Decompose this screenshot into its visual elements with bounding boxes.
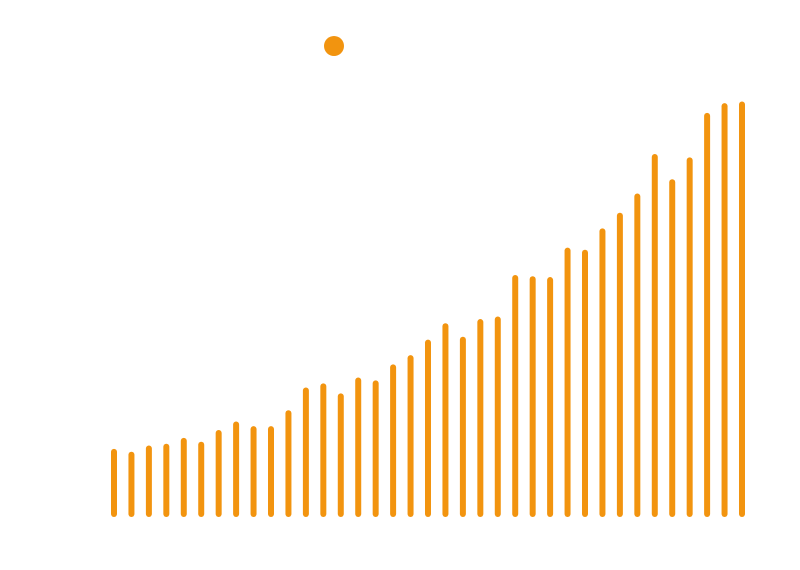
legend — [324, 36, 344, 56]
bars — [111, 101, 745, 517]
legend-marker — [324, 36, 344, 56]
